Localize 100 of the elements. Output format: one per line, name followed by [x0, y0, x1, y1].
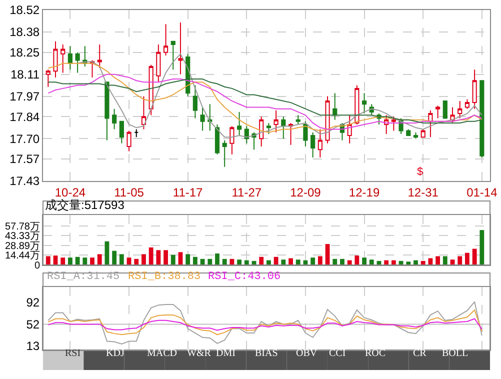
bar: [90, 258, 94, 265]
candlestick: [436, 105, 440, 119]
candlestick: [237, 111, 242, 136]
annotation: CR: [413, 348, 427, 359]
bar: [68, 258, 72, 265]
annotation: OBV: [296, 348, 318, 359]
bar: [134, 258, 139, 265]
candlestick: [347, 114, 352, 144]
candlestick: [362, 92, 367, 114]
y-tick-label: 92: [26, 296, 40, 310]
annotation: CCI: [329, 348, 346, 359]
bar: [362, 258, 366, 265]
y-tick-label: 28.89万: [4, 240, 40, 252]
candlestick: [420, 128, 426, 138]
candlestick: [112, 108, 117, 130]
bar: [82, 258, 88, 265]
annotation: BIAS: [255, 348, 278, 359]
candlestick: [303, 120, 308, 147]
candlestick: [214, 124, 220, 155]
bar: [274, 256, 278, 265]
y-tick-label: 18.25: [10, 46, 40, 60]
line-series: [48, 62, 482, 133]
bar: [354, 256, 360, 265]
y-tick-label: 43.33万: [4, 231, 40, 242]
bar: [472, 248, 477, 265]
annotation: DMI: [216, 348, 236, 359]
bar: [428, 258, 433, 265]
candlestick: [332, 92, 338, 120]
bar: [119, 254, 124, 265]
candlestick: [230, 126, 234, 155]
y-tick-label: 18.11: [10, 68, 40, 82]
candlestick: [274, 110, 278, 133]
bar: [230, 258, 234, 265]
x-tick-label: 10-24: [54, 185, 86, 200]
candlestick: [259, 116, 264, 147]
bar: [46, 256, 50, 265]
annotation: BOLL: [442, 348, 468, 359]
bar: [436, 256, 440, 265]
candlestick: [318, 128, 322, 158]
candlestick: [391, 116, 396, 132]
bar: [480, 230, 484, 265]
candlestick: [60, 44, 66, 74]
text: RSI_B:38.83: [128, 271, 201, 283]
candlestick: [156, 44, 161, 83]
candlestick: [46, 69, 50, 88]
bar: [156, 250, 161, 265]
bar: [164, 250, 168, 265]
x-tick-label: 11-27: [232, 185, 262, 200]
text: RSI_A:31.45: [47, 271, 120, 283]
candlestick: [126, 130, 132, 152]
annotation: $: [417, 166, 424, 178]
candlestick: [75, 52, 80, 74]
bar: [222, 258, 227, 265]
bar: [112, 250, 117, 265]
line-series: [48, 74, 482, 130]
candlestick: [442, 100, 448, 119]
bar: [296, 260, 300, 265]
bar: [281, 260, 286, 265]
x-tick-label: 11-05: [114, 185, 144, 200]
candlestick: [53, 40, 58, 78]
bar: [340, 258, 344, 265]
y-tick-label: 18.38: [10, 25, 40, 40]
bar: [186, 254, 190, 265]
candlestick: [472, 69, 477, 110]
candlestick: [141, 96, 146, 130]
candlestick: [208, 104, 212, 132]
annotation: RSI: [65, 348, 81, 359]
candlestick: [200, 106, 205, 132]
y-tick-label: 17.84: [10, 110, 40, 124]
bar: [215, 254, 220, 265]
candlestick: [97, 44, 102, 69]
candlestick: [266, 122, 272, 134]
bar: [310, 258, 316, 265]
annotation: MACD: [147, 348, 178, 359]
bar: [170, 254, 176, 265]
candlestick: [163, 24, 168, 56]
bar: [259, 256, 264, 265]
candlestick: [354, 84, 360, 126]
candlestick: [310, 132, 316, 158]
candlestick: [384, 114, 389, 134]
x-tick-label: 12-09: [290, 185, 322, 200]
annotation: W&R: [187, 348, 212, 359]
line-series: [48, 318, 482, 331]
bar: [192, 256, 198, 265]
y-tick-label: 17.97: [10, 89, 40, 104]
x-tick-label: 12-19: [348, 185, 380, 200]
bar: [148, 247, 154, 265]
candlestick: [119, 120, 124, 144]
candlestick: [464, 98, 470, 110]
bar: [465, 252, 470, 265]
bar: [332, 258, 338, 265]
candlestick: [428, 110, 433, 138]
bar: [406, 262, 411, 265]
candlestick: [458, 100, 462, 119]
candlestick: [222, 140, 227, 168]
annotation: KDJ: [106, 348, 124, 359]
candlestick: [134, 128, 139, 138]
y-tick-label: 18.52: [10, 3, 40, 18]
candlestick: [104, 82, 110, 141]
candlestick: [178, 22, 183, 75]
